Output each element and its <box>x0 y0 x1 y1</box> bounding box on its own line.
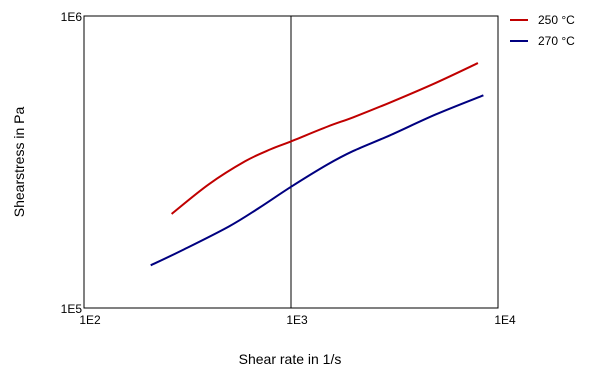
series-line-2 <box>150 94 484 267</box>
tick-labels: 1E6 1E5 1E2 1E3 1E4 <box>61 10 516 327</box>
x-tick-label-1e2: 1E2 <box>79 313 101 327</box>
x-tick-label-1e3: 1E3 <box>286 313 308 327</box>
y-axis-label: Shearstress in Pa <box>11 107 27 218</box>
series-layer <box>150 62 484 267</box>
x-axis-label: Shear rate in 1/s <box>239 351 342 367</box>
legend: 250 °C 270 °C <box>510 13 575 48</box>
x-tick-label-1e4: 1E4 <box>494 313 516 327</box>
legend-label-2: 270 °C <box>538 34 575 48</box>
plot-area <box>83 15 499 309</box>
legend-label-1: 250 °C <box>538 13 575 27</box>
y-tick-label-1e5: 1E5 <box>61 302 83 316</box>
series-line-1 <box>170 62 479 215</box>
y-tick-label-1e6: 1E6 <box>61 10 83 24</box>
